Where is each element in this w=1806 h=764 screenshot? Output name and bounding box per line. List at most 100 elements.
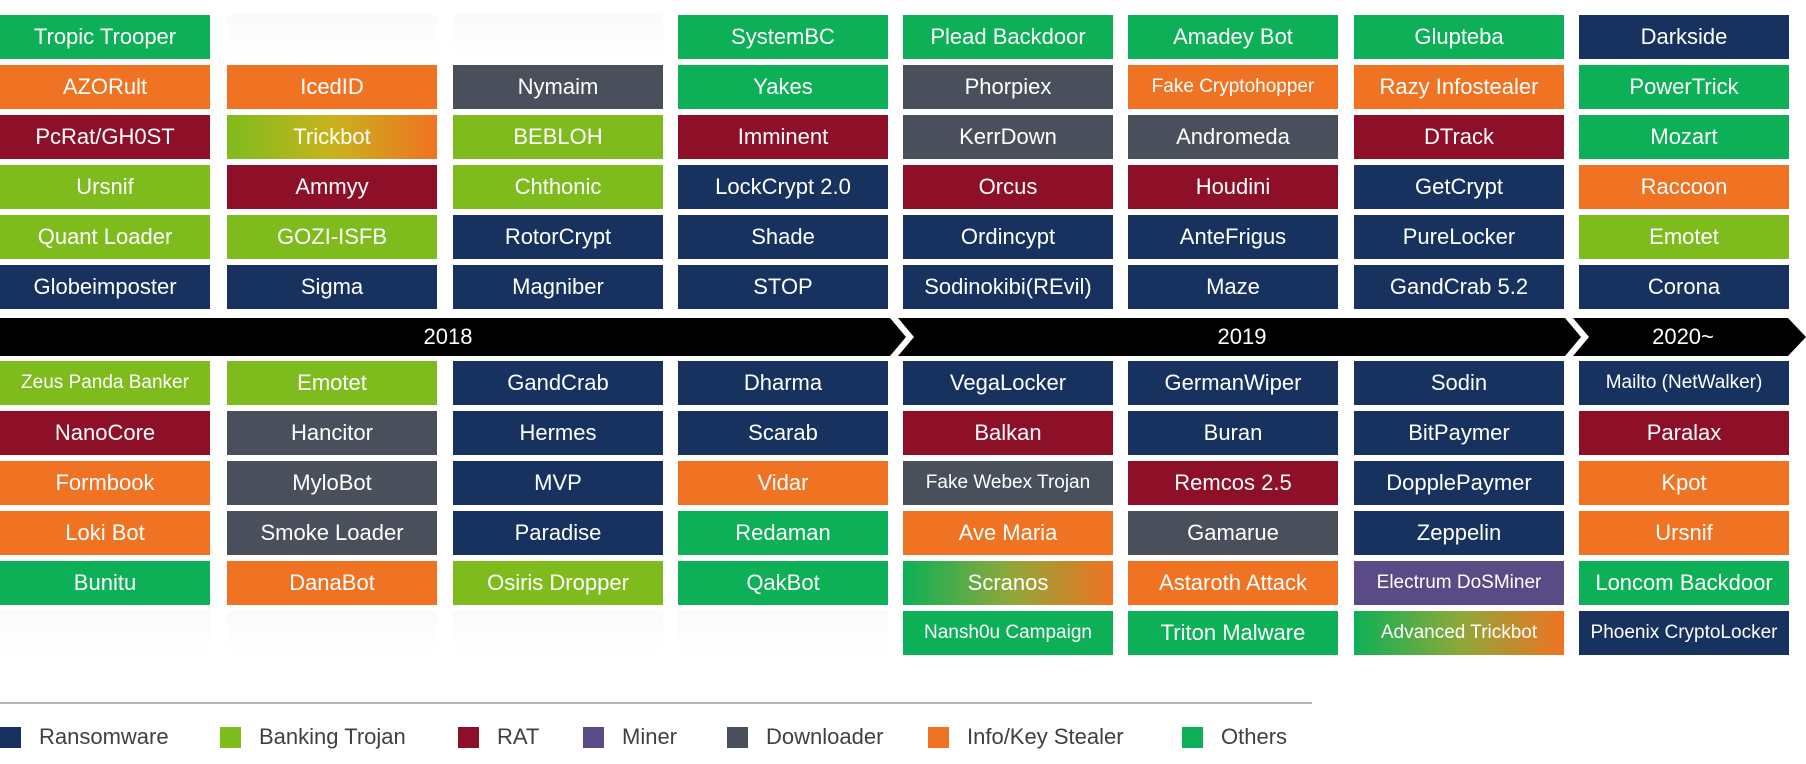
- malware-label: GandCrab: [507, 370, 609, 395]
- malware-label: QakBot: [746, 570, 820, 595]
- malware-label: Scarab: [748, 420, 818, 445]
- malware-box: Andromeda: [1128, 115, 1338, 159]
- malware-box: Corona: [1579, 265, 1789, 309]
- malware-box: Raccoon: [1579, 165, 1789, 209]
- malware-box: Mailto (NetWalker): [1579, 361, 1789, 405]
- malware-box: VegaLocker: [903, 361, 1113, 405]
- malware-label: Quant Loader: [37, 224, 173, 249]
- malware-label: Bunitu: [73, 570, 137, 595]
- malware-box: Sodinokibi(REvil): [903, 265, 1113, 309]
- malware-label: Trickbot: [293, 124, 371, 149]
- legend-item-miner: Miner: [583, 722, 677, 752]
- malware-box: Hermes: [453, 411, 663, 455]
- malware-label: Mailto (NetWalker): [1605, 372, 1763, 393]
- malware-box: Ursnif: [0, 165, 210, 209]
- malware-box: Scarab: [678, 411, 888, 455]
- legend-swatch: [1182, 726, 1203, 748]
- legend-item-stealer: Info/Key Stealer: [928, 722, 1124, 752]
- malware-box: Shade: [678, 215, 888, 259]
- malware-label: BitPaymer: [1408, 420, 1510, 445]
- malware-label: Hancitor: [291, 420, 373, 445]
- legend-label: RAT: [497, 724, 540, 749]
- malware-box: Phoenix CryptoLocker: [1579, 611, 1789, 655]
- malware-box: Nansh0u Campaign: [903, 611, 1113, 655]
- legend-swatch: [928, 726, 949, 748]
- malware-box: Ammyy: [227, 165, 437, 209]
- malware-box: Emotet: [227, 361, 437, 405]
- malware-box: NanoCore: [0, 411, 210, 455]
- malware-label: DTrack: [1423, 124, 1495, 149]
- malware-box: RotorCrypt: [453, 215, 663, 259]
- malware-box: Scranos: [903, 561, 1113, 605]
- malware-box: DopplePaymer: [1354, 461, 1564, 505]
- malware-box: Trickbot: [227, 115, 437, 159]
- malware-box: Magniber: [453, 265, 663, 309]
- malware-label: GetCrypt: [1414, 174, 1504, 199]
- legend-label: Miner: [622, 724, 678, 749]
- malware-box: Plead Backdoor: [903, 15, 1113, 59]
- malware-box: Ordincypt: [903, 215, 1113, 259]
- malware-box: Osiris Dropper: [453, 561, 663, 605]
- malware-box: Balkan: [903, 411, 1113, 455]
- malware-label: BEBLOH: [513, 124, 603, 149]
- malware-box: Remcos 2.5: [1128, 461, 1338, 505]
- malware-label: Emotet: [297, 370, 367, 395]
- malware-label: MVP: [534, 470, 582, 495]
- malware-label: Gamarue: [1187, 520, 1279, 545]
- malware-label: Sigma: [300, 274, 364, 299]
- malware-label: Ammyy: [295, 174, 369, 199]
- malware-box: Paralax: [1579, 411, 1789, 455]
- malware-label: Phorpiex: [964, 74, 1052, 99]
- malware-label: Remcos 2.5: [1174, 470, 1292, 495]
- malware-box: Yakes: [678, 65, 888, 109]
- empty-slot: [227, 611, 437, 655]
- malware-label: Plead Backdoor: [930, 24, 1086, 49]
- malware-label: Magniber: [512, 274, 604, 299]
- malware-label: Osiris Dropper: [487, 570, 629, 595]
- malware-label: DanaBot: [289, 570, 375, 595]
- malware-label: Orcus: [978, 174, 1038, 199]
- malware-label: Ordincypt: [960, 224, 1056, 249]
- malware-box: AZORult: [0, 65, 210, 109]
- malware-label: Astaroth Attack: [1159, 570, 1307, 595]
- malware-box: Zeus Panda Banker: [0, 361, 210, 405]
- malware-label: VegaLocker: [949, 370, 1067, 395]
- malware-label: Glupteba: [1414, 24, 1504, 49]
- malware-label: Redaman: [735, 520, 831, 545]
- malware-label: Paradise: [514, 520, 602, 545]
- malware-box: Houdini: [1128, 165, 1338, 209]
- malware-label: Electrum DoSMiner: [1376, 572, 1542, 593]
- malware-label: Maze: [1206, 274, 1260, 299]
- malware-box: Maze: [1128, 265, 1338, 309]
- malware-label: Balkan: [974, 420, 1042, 445]
- malware-box: GandCrab 5.2: [1354, 265, 1564, 309]
- malware-box: MVP: [453, 461, 663, 505]
- timeline-segment-2020: [1573, 318, 1806, 356]
- malware-box: PowerTrick: [1579, 65, 1789, 109]
- malware-label: Zeus Panda Banker: [21, 372, 189, 393]
- malware-label: Imminent: [737, 124, 829, 149]
- malware-label: Vidar: [757, 470, 809, 495]
- legend-label: Ransomware: [39, 724, 169, 749]
- malware-box: Ursnif: [1579, 511, 1789, 555]
- malware-box: Smoke Loader: [227, 511, 437, 555]
- legend-item-others: Others: [1182, 722, 1287, 752]
- malware-label: Shade: [751, 224, 815, 249]
- malware-box: Orcus: [903, 165, 1113, 209]
- year-label-2020: 2020~: [1652, 324, 1714, 349]
- malware-box: Phorpiex: [903, 65, 1113, 109]
- malware-label: NanoCore: [54, 420, 156, 445]
- malware-label: Nansh0u Campaign: [924, 622, 1092, 643]
- malware-label: Paralax: [1646, 420, 1722, 445]
- malware-box: Electrum DoSMiner: [1354, 561, 1564, 605]
- malware-label: GermanWiper: [1164, 370, 1302, 395]
- malware-label: Kpot: [1661, 470, 1707, 495]
- malware-box: Advanced Trickbot: [1354, 611, 1564, 655]
- malware-box: Sodin: [1354, 361, 1564, 405]
- malware-box: Dharma: [678, 361, 888, 405]
- malware-box: IcedID: [227, 65, 437, 109]
- malware-label: IcedID: [300, 74, 364, 99]
- malware-box: Chthonic: [453, 165, 663, 209]
- malware-box: Fake Cryptohopper: [1128, 65, 1338, 109]
- legend-swatch: [458, 726, 479, 748]
